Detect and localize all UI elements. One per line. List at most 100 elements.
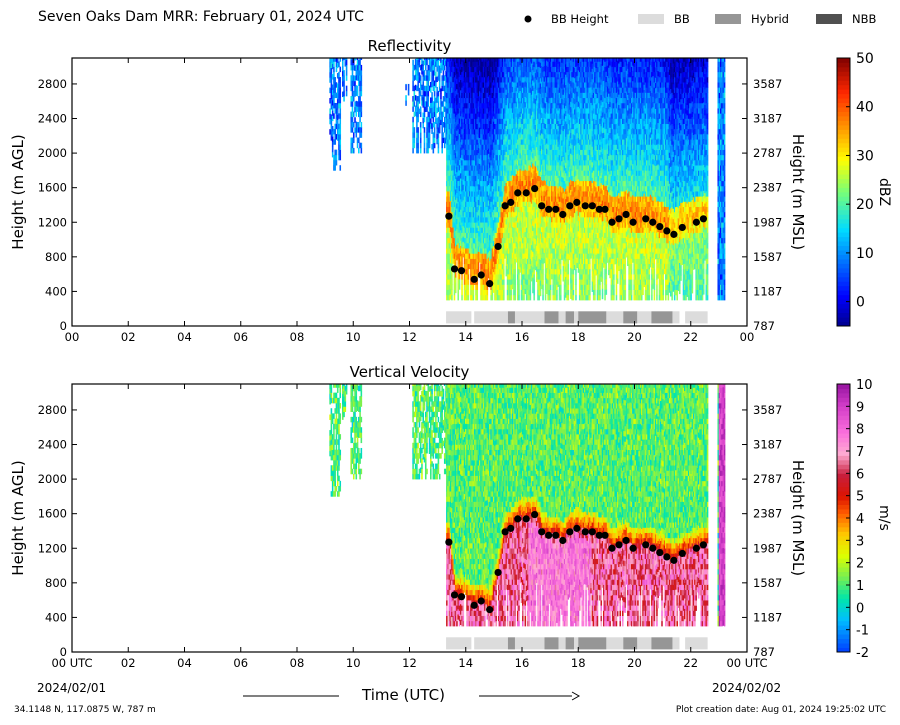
heatmap-cell — [528, 217, 530, 223]
heatmap-cell — [551, 66, 553, 72]
heatmap-cell — [520, 279, 523, 285]
heatmap-cell — [422, 71, 425, 77]
heatmap-cell — [518, 175, 520, 182]
heatmap-cell — [505, 244, 508, 251]
heatmap-cell — [467, 175, 470, 182]
heatmap-cell — [477, 184, 480, 190]
heatmap-cell — [485, 118, 487, 125]
heatmap-cell — [566, 268, 568, 275]
heatmap-cell — [449, 81, 452, 87]
heatmap-cell — [511, 174, 514, 181]
heatmap-cell — [557, 146, 560, 153]
heatmap-cell — [542, 217, 544, 223]
heatmap-cell — [549, 134, 552, 140]
heatmap-cell — [524, 112, 527, 118]
heatmap-cell — [566, 289, 568, 296]
heatmap-cell — [418, 98, 421, 104]
heatmap-cell — [358, 127, 360, 133]
heatmap-cell — [492, 157, 495, 164]
heatmap-cell — [478, 153, 481, 159]
heatmap-cell — [553, 217, 556, 223]
heatmap-cell — [405, 100, 407, 106]
heatmap-cell — [553, 279, 556, 285]
heatmap-cell — [476, 113, 479, 119]
heatmap-cell — [449, 190, 452, 196]
heatmap-cell — [413, 142, 416, 149]
heatmap-cell — [524, 210, 527, 217]
heatmap-cell — [548, 108, 551, 114]
heatmap-cell — [478, 58, 481, 61]
heatmap-cell — [331, 63, 334, 70]
heatmap-cell — [451, 284, 453, 290]
heatmap-cell — [505, 167, 508, 173]
heatmap-cell — [452, 97, 454, 103]
heatmap-cell — [529, 222, 532, 228]
heatmap-cell — [485, 258, 487, 265]
heatmap-cell — [338, 97, 340, 104]
heatmap-cell — [544, 108, 547, 114]
heatmap-cell — [468, 253, 471, 259]
heatmap-cell — [350, 80, 353, 86]
heatmap-cell — [494, 58, 496, 62]
heatmap-cell — [485, 160, 487, 166]
heatmap-cell — [499, 170, 501, 176]
heatmap-cell — [467, 248, 470, 254]
heatmap-cell — [542, 92, 544, 99]
heatmap-cell — [424, 58, 427, 61]
heatmap-cell — [496, 180, 499, 187]
heatmap-cell — [543, 205, 546, 212]
heatmap-cell — [499, 160, 501, 166]
heatmap-cell — [516, 258, 519, 265]
heatmap-cell — [359, 116, 361, 123]
heatmap-cell — [486, 222, 489, 228]
heatmap-cell — [552, 118, 554, 125]
heatmap-cell — [530, 109, 533, 116]
heatmap-cell — [432, 101, 435, 107]
heatmap-cell — [449, 143, 452, 150]
heatmap-cell — [448, 144, 451, 150]
heatmap-cell — [527, 185, 529, 192]
heatmap-cell — [537, 201, 539, 207]
heatmap-cell — [336, 83, 339, 89]
heatmap-cell — [473, 201, 476, 208]
heatmap-cell — [333, 102, 335, 109]
heatmap-cell — [432, 142, 435, 149]
heatmap-cell — [546, 138, 548, 144]
heatmap-cell — [500, 274, 503, 280]
heatmap-cell — [459, 219, 462, 226]
heatmap-cell — [448, 139, 451, 145]
heatmap-cell — [433, 111, 436, 118]
heatmap-cell — [475, 222, 477, 228]
heatmap-cell — [461, 243, 463, 249]
heatmap-cell — [552, 217, 554, 223]
heatmap-cell — [506, 113, 509, 119]
heatmap-cell — [492, 193, 495, 200]
heatmap-cell — [529, 263, 532, 270]
heatmap-cell — [554, 160, 557, 166]
heatmap-cell — [534, 72, 537, 79]
heatmap-cell — [453, 165, 456, 171]
heatmap-cell — [487, 58, 490, 61]
heatmap-cell — [540, 236, 543, 243]
heatmap-cell — [360, 70, 363, 76]
heatmap-cell — [489, 110, 491, 116]
heatmap-cell — [529, 134, 532, 140]
heatmap-cell — [504, 232, 506, 238]
heatmap-cell — [497, 227, 500, 233]
heatmap-cell — [459, 100, 462, 106]
heatmap-cell — [559, 232, 562, 239]
heatmap-cell — [503, 237, 505, 244]
heatmap-cell — [553, 97, 556, 104]
heatmap-cell — [544, 191, 547, 197]
heatmap-cell — [506, 211, 509, 218]
heatmap-cell — [475, 58, 477, 62]
heatmap-cell — [554, 144, 557, 150]
heatmap-cell — [330, 72, 333, 79]
heatmap-cell — [552, 92, 554, 99]
heatmap-cell — [336, 114, 339, 121]
heatmap-cell — [470, 217, 472, 223]
heatmap-cell — [554, 58, 557, 62]
heatmap-cell — [519, 142, 522, 149]
heatmap-cell — [438, 117, 441, 124]
heatmap-cell — [501, 61, 504, 67]
